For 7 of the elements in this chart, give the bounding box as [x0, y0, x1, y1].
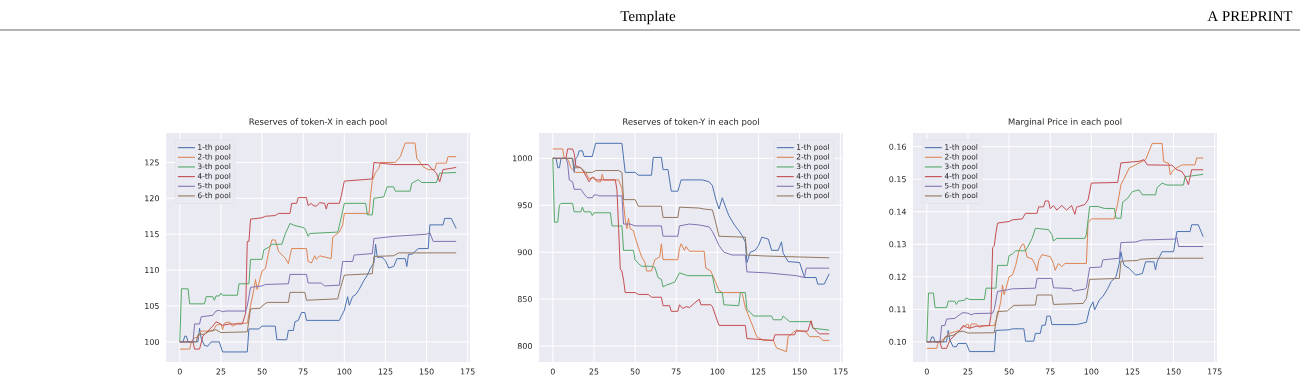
- chart-title: Marginal Price in each pool: [1008, 118, 1122, 127]
- text: Template: [620, 10, 676, 25]
- line-series: [926, 257, 1204, 343]
- chart-title: Reserves of token-Y in each pool: [623, 118, 759, 127]
- line-series: [179, 252, 457, 343]
- chart-title: Reserves of token-X in each pool: [249, 118, 387, 127]
- text: A PREPRINT: [1207, 11, 1293, 21]
